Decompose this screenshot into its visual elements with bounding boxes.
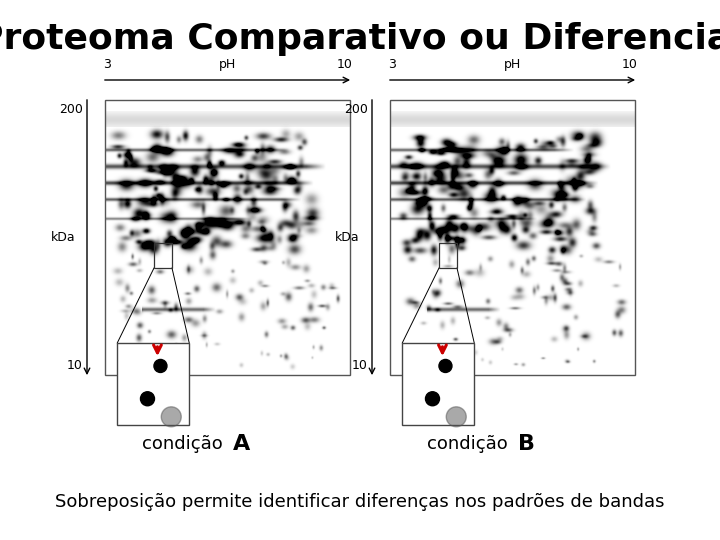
- Text: 10: 10: [352, 359, 368, 372]
- Text: A: A: [233, 434, 250, 454]
- Circle shape: [161, 407, 181, 427]
- Text: 10: 10: [337, 58, 353, 71]
- Text: Proteoma Comparativo ou Diferencial: Proteoma Comparativo ou Diferencial: [0, 22, 720, 56]
- Bar: [105, 100, 350, 375]
- Bar: [439, 243, 457, 268]
- Text: 200: 200: [59, 103, 83, 116]
- Text: pH: pH: [504, 58, 521, 71]
- Text: condição: condição: [142, 435, 222, 453]
- Text: Sobreposição permite identificar diferenças nos padrões de bandas: Sobreposição permite identificar diferen…: [55, 493, 665, 511]
- Text: 10: 10: [622, 58, 638, 71]
- Bar: [154, 243, 172, 268]
- Text: 10: 10: [67, 359, 83, 372]
- Circle shape: [140, 392, 155, 406]
- Text: condição: condição: [427, 435, 508, 453]
- Circle shape: [426, 392, 439, 406]
- Text: kDa: kDa: [336, 231, 360, 244]
- Text: pH: pH: [219, 58, 236, 71]
- Text: 3: 3: [103, 58, 111, 71]
- Text: kDa: kDa: [50, 231, 75, 244]
- Circle shape: [446, 407, 467, 427]
- Bar: [402, 343, 474, 425]
- Bar: [390, 100, 635, 375]
- Text: 200: 200: [344, 103, 368, 116]
- Text: B: B: [518, 434, 534, 454]
- Circle shape: [439, 360, 452, 373]
- Text: 3: 3: [388, 58, 396, 71]
- Bar: [117, 343, 189, 425]
- Circle shape: [154, 360, 167, 373]
